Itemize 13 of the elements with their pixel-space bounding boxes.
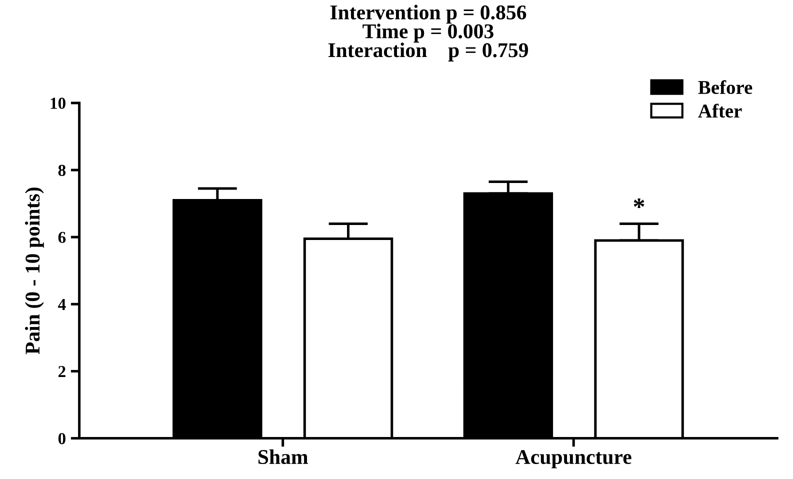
y-tick-label: 10 (50, 98, 66, 109)
legend-label: Before (698, 80, 752, 94)
x-tick-label: Acupuncture (516, 450, 632, 468)
x-tick-label: Sham (258, 449, 308, 464)
y-tick-label: 8 (58, 164, 66, 176)
chart-title: Intervention p = 0.856 Time p = 0.003 Interaction p = 0.759 (328, 4, 528, 62)
y-tick-label: 2 (58, 366, 66, 378)
data-label: * (634, 198, 644, 208)
y-tick-label: 0 (58, 432, 66, 444)
y-tick-label: 6 (58, 232, 66, 244)
y-tick-label: 4 (58, 298, 66, 310)
y-axis-title: Pain (0 - 10 points) (24, 188, 44, 354)
legend-label: After (698, 104, 742, 118)
